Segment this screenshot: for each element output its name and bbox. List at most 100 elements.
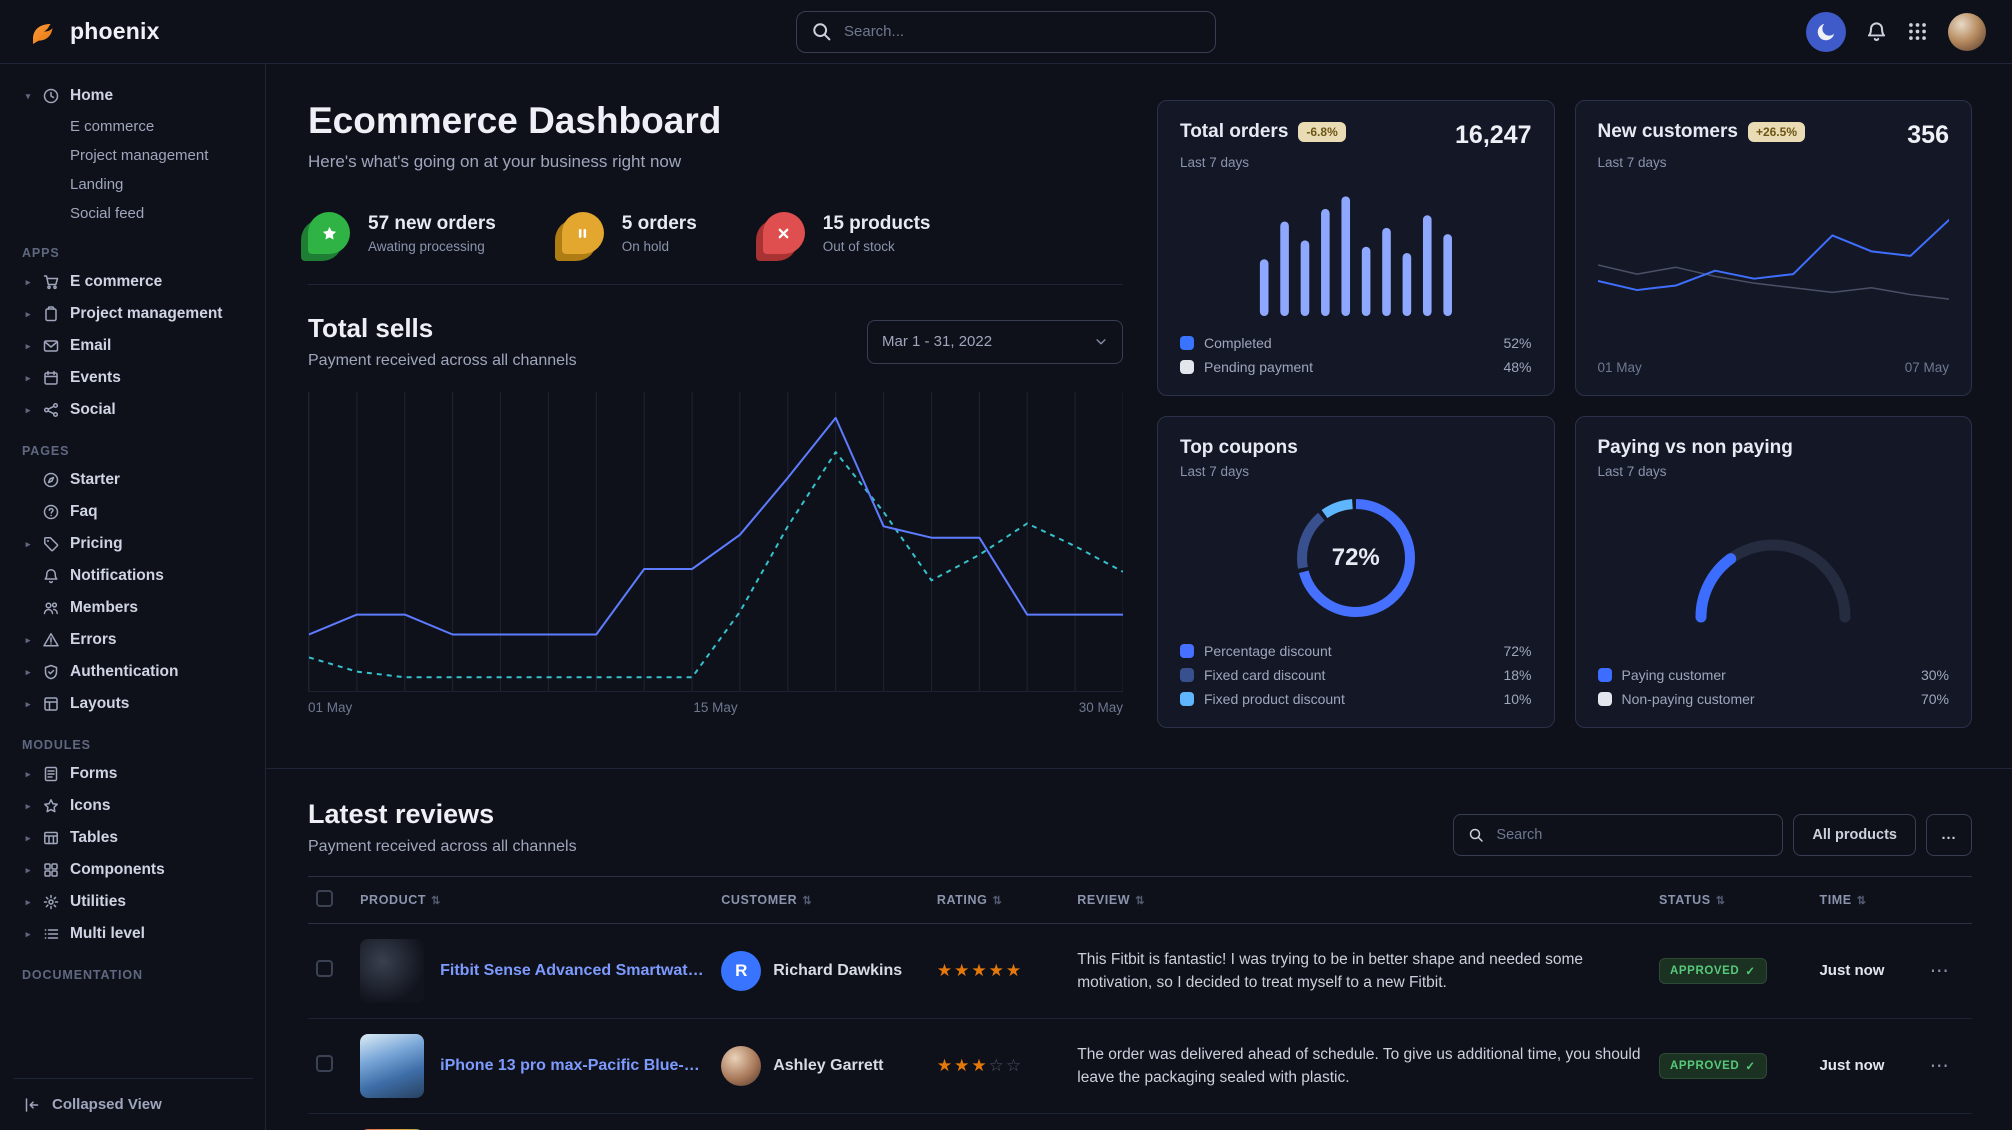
trend-badge: -6.8% [1298, 122, 1346, 142]
column-header-time[interactable]: TIME ⇅ [1811, 876, 1922, 924]
reviews-search-input[interactable] [1494, 826, 1769, 844]
apps-grid-icon[interactable] [1907, 21, 1928, 42]
legend-value: 48% [1503, 359, 1532, 375]
card-period: Last 7 days [1180, 155, 1250, 170]
column-header-customer[interactable]: CUSTOMER ⇅ [713, 876, 929, 924]
sort-icon: ⇅ [1856, 895, 1867, 907]
product-thumbnail [360, 1034, 425, 1098]
collapse-icon [24, 1097, 42, 1113]
sidebar-item-project-management[interactable]: Project management [70, 147, 209, 164]
theme-toggle-button[interactable] [1806, 11, 1846, 52]
new-customers-line-chart [1597, 202, 1949, 330]
share-icon [43, 402, 61, 418]
sidebar-item-landing[interactable]: Landing [70, 176, 124, 193]
user-avatar[interactable] [1948, 12, 1986, 51]
sidebar-item-email[interactable]: ▸ Email [14, 330, 253, 362]
x-tick: 01 May [1597, 360, 1642, 375]
global-search[interactable] [796, 10, 1216, 53]
page-subtitle: Here's what's going on at your business … [308, 152, 682, 171]
sidebar-item-members[interactable]: Members [14, 592, 253, 624]
select-all-checkbox[interactable] [316, 890, 333, 907]
sidebar-item-e-commerce[interactable]: E commerce [70, 118, 155, 135]
sidebar-item-faq[interactable]: Faq [14, 496, 253, 528]
stats-row: 57 new orders Awating processing 5 order… [308, 212, 1123, 285]
notifications-bell-icon[interactable] [1866, 21, 1887, 42]
reviews-title: Latest reviews [308, 799, 495, 829]
chevron-right-icon: ▸ [25, 340, 31, 351]
column-header-review[interactable]: REVIEW ⇅ [1069, 876, 1651, 924]
row-more-button[interactable]: ⋯ [1929, 1055, 1949, 1077]
warning-icon [43, 632, 61, 648]
legend-label: Percentage discount [1204, 643, 1332, 659]
product-link[interactable]: iPhone 13 pro max-Pacific Blue-128GB sto… [440, 1057, 705, 1074]
legend-label: Fixed product discount [1204, 691, 1345, 707]
product-link[interactable]: Fitbit Sense Advanced Smartwatch with To… [440, 962, 706, 979]
reviews-more-button[interactable]: ... [1926, 814, 1972, 856]
reviews-search[interactable] [1453, 814, 1784, 856]
star-icon: ☆ [988, 1056, 1006, 1075]
cart-icon [43, 274, 61, 290]
card-period: Last 7 days [1597, 464, 1667, 479]
trend-badge: +26.5% [1747, 122, 1805, 142]
phoenix-logo-icon [33, 23, 53, 44]
paying-gauge-chart [1673, 517, 1873, 625]
sidebar-item-layouts[interactable]: ▸ Layouts [14, 688, 253, 720]
row-checkbox[interactable] [316, 960, 333, 977]
all-products-filter-button[interactable]: All products [1793, 814, 1916, 856]
sidebar-item-starter[interactable]: Starter [14, 464, 253, 496]
sidebar-item-authentication[interactable]: ▸ Authentication [14, 656, 253, 688]
chevron-right-icon: ▸ [25, 404, 31, 415]
reviews-table: PRODUCT ⇅ CUSTOMER ⇅ RATING ⇅ REVIEW ⇅ STATU… [308, 876, 1972, 1130]
star-icon: ★ [971, 1056, 989, 1075]
row-more-button[interactable]: ⋯ [1929, 960, 1949, 982]
sidebar-item-utilities[interactable]: ▸ Utilities [14, 886, 253, 918]
legend-value: 52% [1503, 335, 1532, 351]
sidebar-section-apps: APPS [22, 246, 60, 260]
chevron-right-icon: ▸ [25, 276, 31, 287]
review-text: This Fitbit is fantastic! I was trying t… [1077, 950, 1584, 991]
date-range-select[interactable]: Mar 1 - 31, 2022 [867, 319, 1123, 364]
sidebar-item-notifications[interactable]: Notifications [14, 560, 253, 592]
sidebar-item-tables[interactable]: ▸ Tables [14, 822, 253, 854]
stat-orders-on-hold: 5 orders On hold [561, 212, 697, 254]
clipboard-icon [43, 306, 61, 322]
sidebar-item-home[interactable]: ▾ Home [14, 80, 253, 112]
main-content: Ecommerce Dashboard Here's what's going … [266, 64, 2012, 1130]
total-sells-title: Total sells [308, 313, 434, 343]
column-header-rating[interactable]: RATING ⇅ [928, 876, 1070, 924]
legend-item: Non-paying customer 70% [1597, 691, 1949, 707]
sidebar-item-social[interactable]: ▸ Social [14, 394, 253, 426]
new-customers-card: New customers +26.5% 356 Last 7 days 01 … [1574, 100, 1972, 396]
card-period: Last 7 days [1180, 464, 1250, 479]
sidebar-item-social-feed[interactable]: Social feed [70, 205, 145, 222]
chevron-right-icon: ▸ [25, 308, 31, 319]
sidebar-item-forms[interactable]: ▸ Forms [14, 758, 253, 790]
x-tick: 15 May [693, 700, 738, 715]
sidebar-item-errors[interactable]: ▸ Errors [14, 624, 253, 656]
legend-value: 70% [1920, 691, 1949, 707]
search-input[interactable] [842, 22, 1201, 41]
collapsed-view-toggle[interactable]: Collapsed View [14, 1078, 253, 1130]
column-header-product[interactable]: PRODUCT ⇅ [352, 876, 714, 924]
sidebar-item-project-management[interactable]: ▸ Project management [14, 298, 253, 330]
sidebar-item-components[interactable]: ▸ Components [14, 854, 253, 886]
sidebar-item-multi-level[interactable]: ▸ Multi level [14, 918, 253, 950]
table-row: Fitbit Sense Advanced Smartwatch with To… [308, 923, 1972, 1019]
brand-logo[interactable]: phoenix [28, 16, 160, 48]
users-icon [43, 600, 61, 616]
legend-item: Paying customer 30% [1597, 667, 1949, 683]
x-tick: 01 May [308, 700, 353, 715]
legend-item: Percentage discount 72% [1180, 643, 1532, 659]
row-checkbox[interactable] [316, 1055, 333, 1072]
column-header-status[interactable]: STATUS ⇅ [1651, 876, 1812, 924]
sidebar-item-pricing[interactable]: ▸ Pricing [14, 528, 253, 560]
sidebar-item-e-commerce[interactable]: ▸ E commerce [14, 266, 253, 298]
legend-item: Completed 52% [1180, 335, 1532, 351]
star-icon: ★ [954, 961, 972, 980]
top-coupons-donut-chart: 72% [1290, 492, 1422, 624]
sidebar-item-icons[interactable]: ▸ Icons [14, 790, 253, 822]
legend-value: 10% [1503, 691, 1532, 707]
chevron-right-icon: ▸ [25, 896, 31, 907]
compass-icon [43, 472, 61, 488]
sidebar-item-events[interactable]: ▸ Events [14, 362, 253, 394]
